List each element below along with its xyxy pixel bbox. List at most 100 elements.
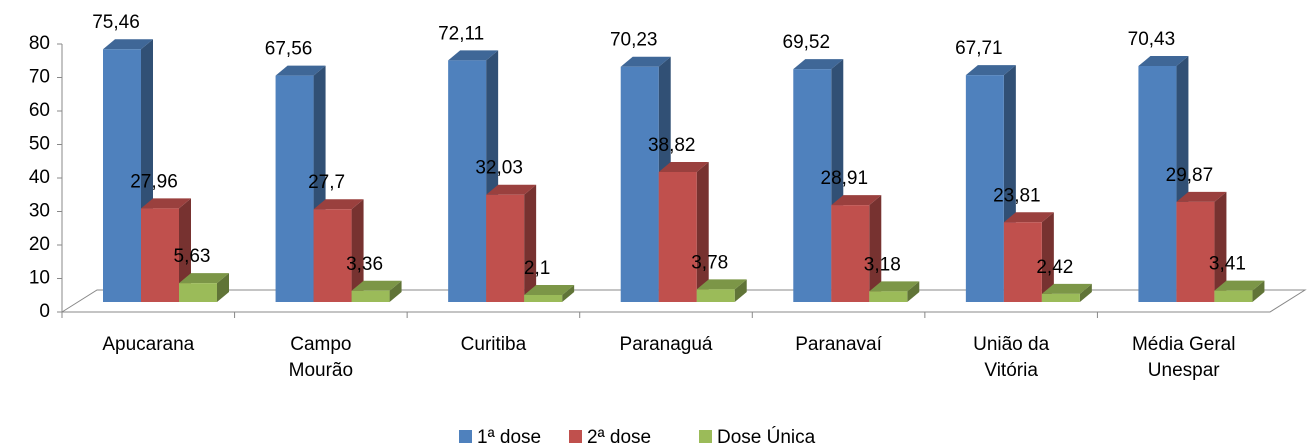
bar-face: [1041, 212, 1054, 302]
data-label: 27,96: [130, 171, 178, 192]
x-tick-label: União da Vitória: [973, 334, 1050, 381]
bar-face: [217, 273, 229, 302]
bar-face: [1176, 201, 1215, 302]
bar: [486, 184, 537, 302]
legend-label: 1ª dose: [477, 427, 541, 448]
bar-face: [1003, 212, 1054, 223]
bar-face: [103, 39, 153, 50]
bar: [313, 199, 364, 302]
bar: [1041, 283, 1092, 302]
x-tick-label: Média Geral Unespar: [1131, 334, 1236, 381]
data-label: 32,03: [475, 158, 523, 179]
bar-face: [524, 284, 575, 295]
y-tick-label: 20: [29, 234, 50, 255]
bar-face: [486, 194, 525, 302]
bar: [524, 284, 575, 302]
data-label: 67,56: [265, 39, 313, 60]
data-label: 67,71: [955, 38, 1003, 59]
bar-face: [907, 281, 920, 302]
y-tick-label: 70: [29, 67, 50, 88]
bar-face: [658, 171, 697, 302]
floor: [60, 289, 1307, 313]
bar-face: [793, 69, 832, 302]
y-tick-label: 30: [29, 201, 50, 222]
bar: [831, 195, 882, 302]
bar: [696, 279, 747, 302]
y-tick-label: 10: [29, 268, 50, 289]
bar-face: [524, 294, 563, 302]
bar-face: [351, 290, 390, 302]
bar-face: [1176, 191, 1227, 202]
y-tick-label: 80: [29, 33, 50, 54]
data-label: 2,1: [524, 258, 550, 279]
bar-face: [103, 49, 141, 302]
bar-face: [313, 209, 352, 302]
data-label: 3,41: [1209, 254, 1246, 275]
bar-face: [141, 208, 179, 302]
y-tick-label: 50: [29, 134, 50, 155]
y-tick-label: 40: [29, 167, 50, 188]
bar-face: [275, 65, 326, 76]
data-label: 28,91: [821, 168, 869, 189]
bar-face: [696, 279, 747, 290]
bar-face: [1214, 280, 1265, 291]
bar-face: [965, 75, 1004, 302]
bar-face: [1041, 293, 1080, 302]
bar-face: [965, 65, 1016, 76]
bar-face: [448, 60, 487, 302]
data-label: 27,7: [308, 172, 345, 193]
bar: [1003, 212, 1054, 302]
bar-face: [524, 184, 537, 302]
bar: [351, 280, 402, 302]
data-label: 3,18: [864, 254, 901, 275]
bar-face: [562, 284, 575, 302]
bar-face: [869, 281, 920, 292]
data-label: 5,63: [174, 246, 211, 267]
data-label: 29,87: [1166, 165, 1214, 186]
bar-face: [351, 199, 364, 302]
bar-face: [1138, 56, 1189, 67]
bar-face: [1041, 283, 1092, 294]
bar: [869, 281, 920, 302]
legend-swatch: [569, 430, 582, 443]
bar-face: [1138, 66, 1177, 302]
data-label: 3,36: [346, 254, 383, 275]
bar-face: [696, 161, 709, 302]
data-label: 69,52: [783, 32, 831, 53]
data-label: 3,78: [691, 252, 728, 273]
x-tick-label: Paranaguá: [619, 334, 713, 355]
bar-face: [313, 199, 364, 210]
bar-face: [275, 75, 314, 302]
y-tick-label: 60: [29, 100, 50, 121]
bar-face: [696, 289, 735, 302]
bar-face: [141, 198, 191, 209]
x-tick-label: Curitiba: [460, 334, 527, 355]
bar-face: [793, 59, 844, 70]
bar-face: [1252, 280, 1265, 302]
legend-swatch: [459, 430, 472, 443]
bar-face: [389, 280, 402, 302]
data-label: 75,46: [92, 12, 140, 33]
legend-label: Dose Única: [717, 426, 816, 448]
bar: [1214, 280, 1265, 302]
legend-swatch: [699, 430, 712, 443]
bar: [658, 161, 709, 302]
bar-face: [658, 161, 709, 172]
bar-face: [620, 66, 659, 303]
x-tick-label: Paranavaí: [795, 334, 882, 355]
bar-face: [869, 195, 882, 302]
bar-face: [448, 50, 499, 61]
bar-face: [1003, 222, 1042, 302]
bar: [1176, 191, 1227, 302]
bar-face: [1079, 283, 1092, 302]
y-tick-label: 0: [39, 301, 50, 322]
data-label: 23,81: [993, 185, 1041, 206]
x-tick-label: Campo Mourão: [288, 334, 354, 381]
bar-face: [1214, 290, 1253, 302]
data-label: 70,43: [1128, 29, 1176, 50]
data-label: 70,23: [610, 30, 658, 51]
bar: [179, 273, 229, 302]
bar-face: [351, 280, 402, 291]
